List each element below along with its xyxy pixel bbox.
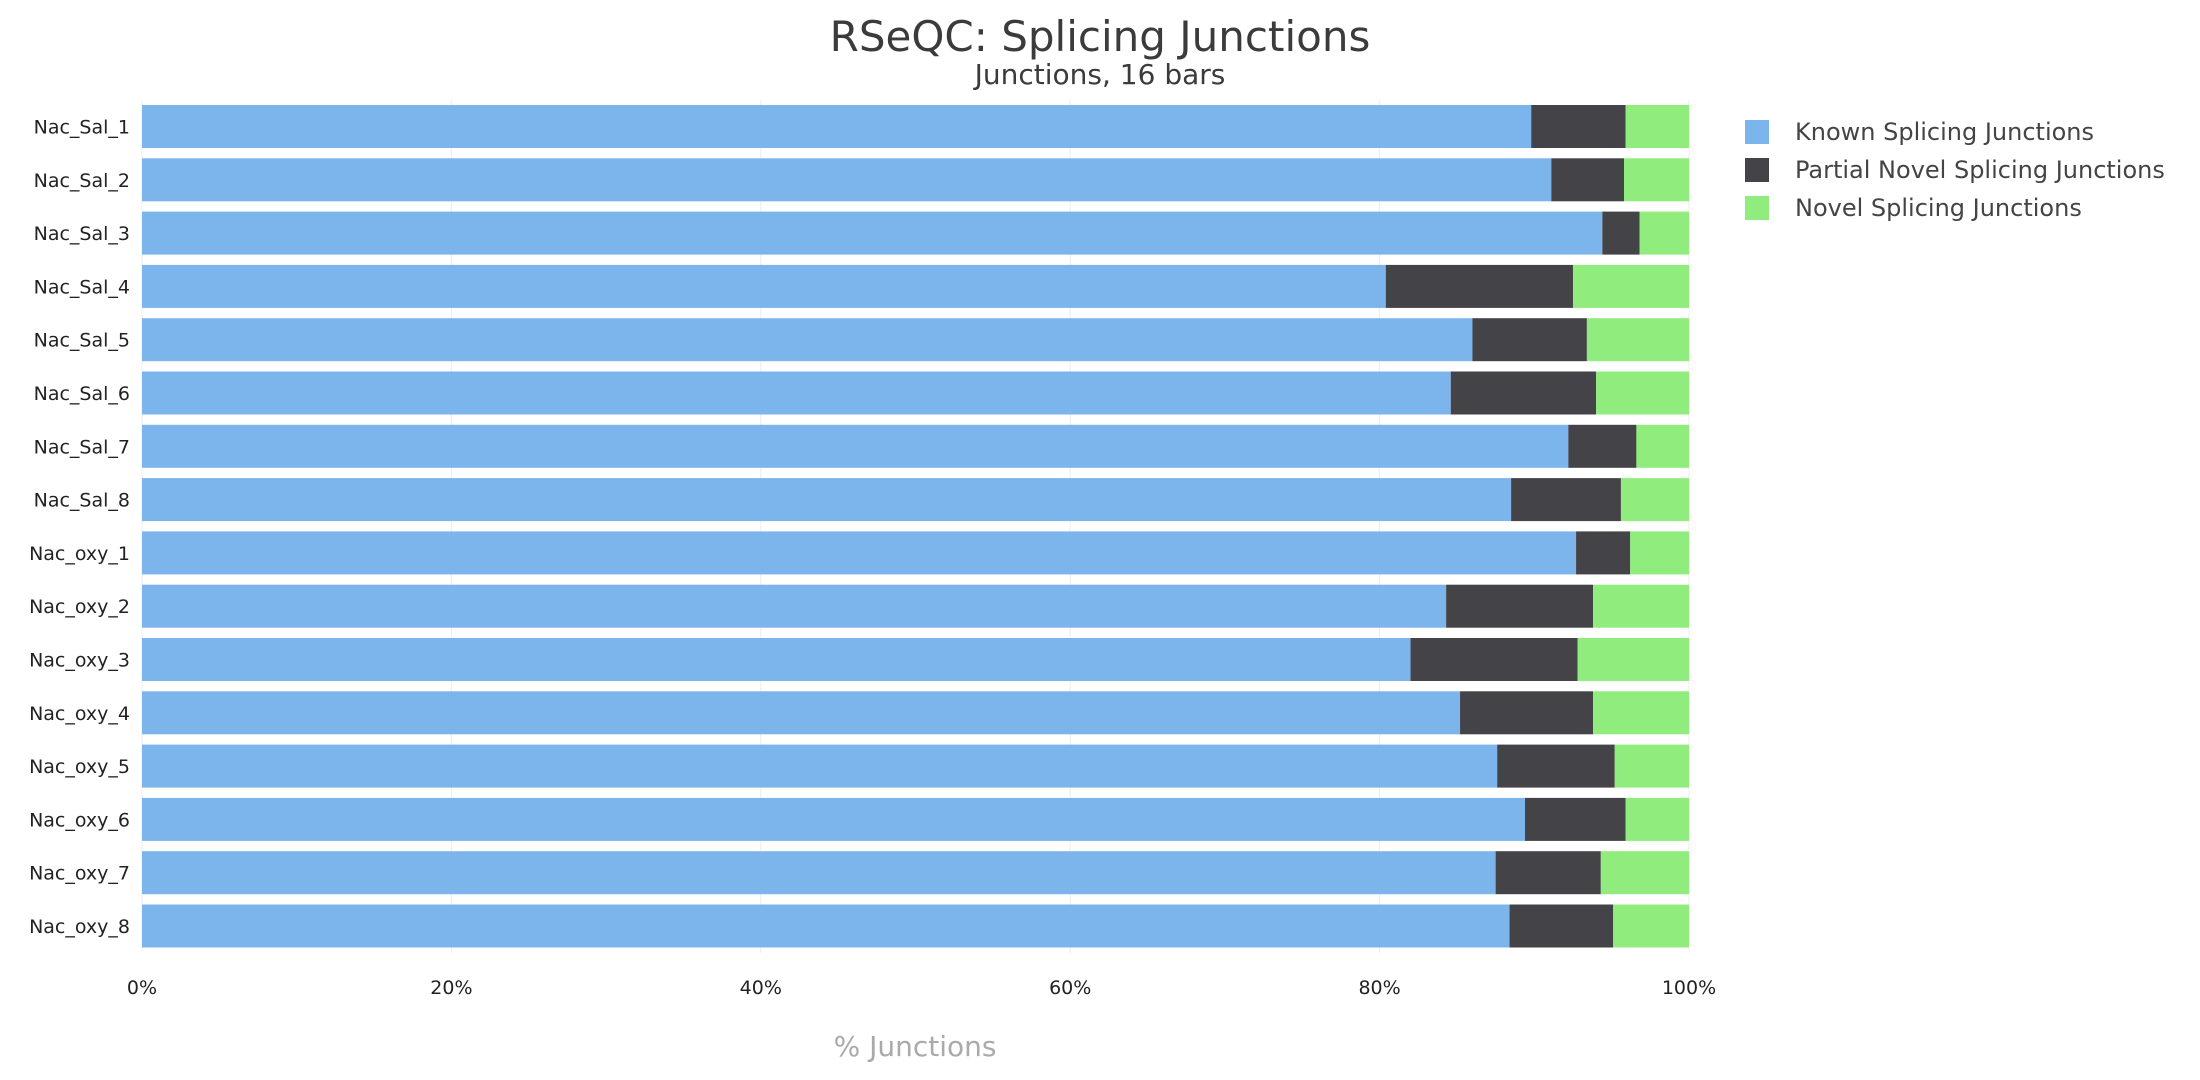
y-category-label: Nac_Sal_3: [34, 223, 130, 245]
x-tick-label: 80%: [1358, 977, 1400, 999]
y-category-label: Nac_oxy_3: [29, 650, 130, 672]
bar-segment-partial-novel[interactable]: [1509, 904, 1614, 948]
bar-segment-known[interactable]: [142, 158, 1552, 202]
bar-segment-partial-novel[interactable]: [1525, 797, 1626, 841]
x-tick-label: 60%: [1049, 977, 1091, 999]
bar-segment-novel[interactable]: [1625, 797, 1689, 841]
legend-label-known: Known Splicing Junctions: [1795, 118, 2095, 146]
bar-segment-novel[interactable]: [1624, 158, 1689, 202]
bar-segment-novel[interactable]: [1639, 211, 1689, 255]
bar-segment-partial-novel[interactable]: [1460, 691, 1594, 735]
bar-segment-novel[interactable]: [1572, 264, 1689, 308]
y-category-label: Nac_oxy_1: [29, 543, 130, 565]
bar-segment-known[interactable]: [142, 531, 1577, 575]
legend-item-partial-novel[interactable]: Partial Novel Splicing Junctions: [1745, 151, 2165, 189]
bar-segment-known[interactable]: [142, 211, 1603, 255]
bar-segment-novel[interactable]: [1577, 638, 1689, 681]
y-category-label: Nac_Sal_2: [34, 170, 130, 192]
bar-segment-partial-novel[interactable]: [1497, 744, 1615, 788]
x-axis-ticks: 0% 20% 40% 60% 80% 100%: [127, 977, 1716, 999]
bar-segment-partial-novel[interactable]: [1602, 211, 1640, 255]
y-category-label: Nac_oxy_7: [29, 863, 130, 885]
bar-segment-partial-novel[interactable]: [1576, 531, 1631, 575]
bar-segment-known[interactable]: [142, 424, 1569, 468]
bar-segment-novel[interactable]: [1614, 744, 1689, 788]
y-category-label: Nac_oxy_4: [29, 703, 130, 725]
bar-segment-known[interactable]: [142, 691, 1461, 735]
x-tick-label: 40%: [740, 977, 782, 999]
x-tick-label: 100%: [1662, 977, 1716, 999]
bar-segment-known[interactable]: [142, 797, 1526, 841]
bar-segment-known[interactable]: [142, 584, 1447, 628]
bar-segment-novel[interactable]: [1625, 105, 1689, 148]
y-category-label: Nac_oxy_2: [29, 596, 130, 618]
bar-segment-known[interactable]: [142, 318, 1473, 362]
x-tick-label: 20%: [430, 977, 472, 999]
bar-segment-known[interactable]: [142, 744, 1498, 788]
bar-segment-partial-novel[interactable]: [1410, 638, 1578, 681]
bar-segment-known[interactable]: [142, 851, 1496, 895]
y-category-label: Nac_Sal_7: [34, 436, 130, 458]
y-category-label: Nac_oxy_6: [29, 809, 130, 831]
bar-segment-novel[interactable]: [1600, 851, 1689, 895]
y-category-label: Nac_Sal_1: [34, 117, 130, 139]
legend-swatch-novel: [1745, 196, 1769, 220]
y-category-label: Nac_Sal_4: [34, 276, 130, 298]
bar-segment-novel[interactable]: [1636, 424, 1689, 468]
bar-segment-partial-novel[interactable]: [1446, 584, 1594, 628]
bar-segment-known[interactable]: [142, 638, 1411, 681]
bar-segment-partial-novel[interactable]: [1385, 264, 1573, 308]
bar-segment-novel[interactable]: [1620, 478, 1689, 522]
bar-segment-partial-novel[interactable]: [1495, 851, 1601, 895]
bar-segment-known[interactable]: [142, 264, 1386, 308]
bar-segment-partial-novel[interactable]: [1450, 371, 1597, 415]
y-axis-labels: Nac_Sal_1 Nac_Sal_2 Nac_Sal_3 Nac_Sal_4 Nac_…: [29, 117, 130, 939]
bar-segment-known[interactable]: [142, 478, 1512, 522]
bar-segment-known[interactable]: [142, 904, 1510, 948]
legend-item-novel[interactable]: Novel Splicing Junctions: [1745, 189, 2165, 227]
x-tick-label: 0%: [127, 977, 157, 999]
legend-label-novel: Novel Splicing Junctions: [1795, 194, 2082, 222]
bar-segment-partial-novel[interactable]: [1551, 158, 1625, 202]
legend-swatch-known: [1745, 120, 1769, 144]
y-category-label: Nac_Sal_6: [34, 383, 130, 405]
legend-label-partial-novel: Partial Novel Splicing Junctions: [1795, 156, 2165, 184]
chart-subtitle: Junctions, 16 bars: [974, 58, 1226, 91]
bar-segment-partial-novel[interactable]: [1568, 424, 1637, 468]
bar-segment-known[interactable]: [142, 371, 1451, 415]
bar-segment-novel[interactable]: [1593, 691, 1689, 735]
legend: Known Splicing Junctions Partial Novel S…: [1745, 113, 2165, 227]
bar-segment-novel[interactable]: [1586, 318, 1689, 362]
y-category-label: Nac_Sal_5: [34, 330, 130, 352]
bars: [142, 105, 1689, 948]
bar-segment-partial-novel[interactable]: [1511, 478, 1621, 522]
legend-swatch-partial-novel: [1745, 158, 1769, 182]
chart-title: RSeQC: Splicing Junctions: [829, 12, 1371, 61]
y-category-label: Nac_Sal_8: [34, 490, 130, 512]
x-axis-title: % Junctions: [833, 1030, 997, 1063]
y-category-label: Nac_oxy_5: [29, 756, 130, 778]
bar-segment-novel[interactable]: [1630, 531, 1689, 575]
y-category-label: Nac_oxy_8: [29, 916, 130, 938]
bar-segment-novel[interactable]: [1613, 904, 1689, 948]
legend-item-known[interactable]: Known Splicing Junctions: [1745, 113, 2165, 151]
bar-segment-partial-novel[interactable]: [1531, 105, 1626, 148]
bar-segment-partial-novel[interactable]: [1472, 318, 1587, 362]
bar-segment-novel[interactable]: [1593, 584, 1689, 628]
bar-segment-novel[interactable]: [1596, 371, 1689, 415]
bar-segment-known[interactable]: [142, 105, 1532, 148]
